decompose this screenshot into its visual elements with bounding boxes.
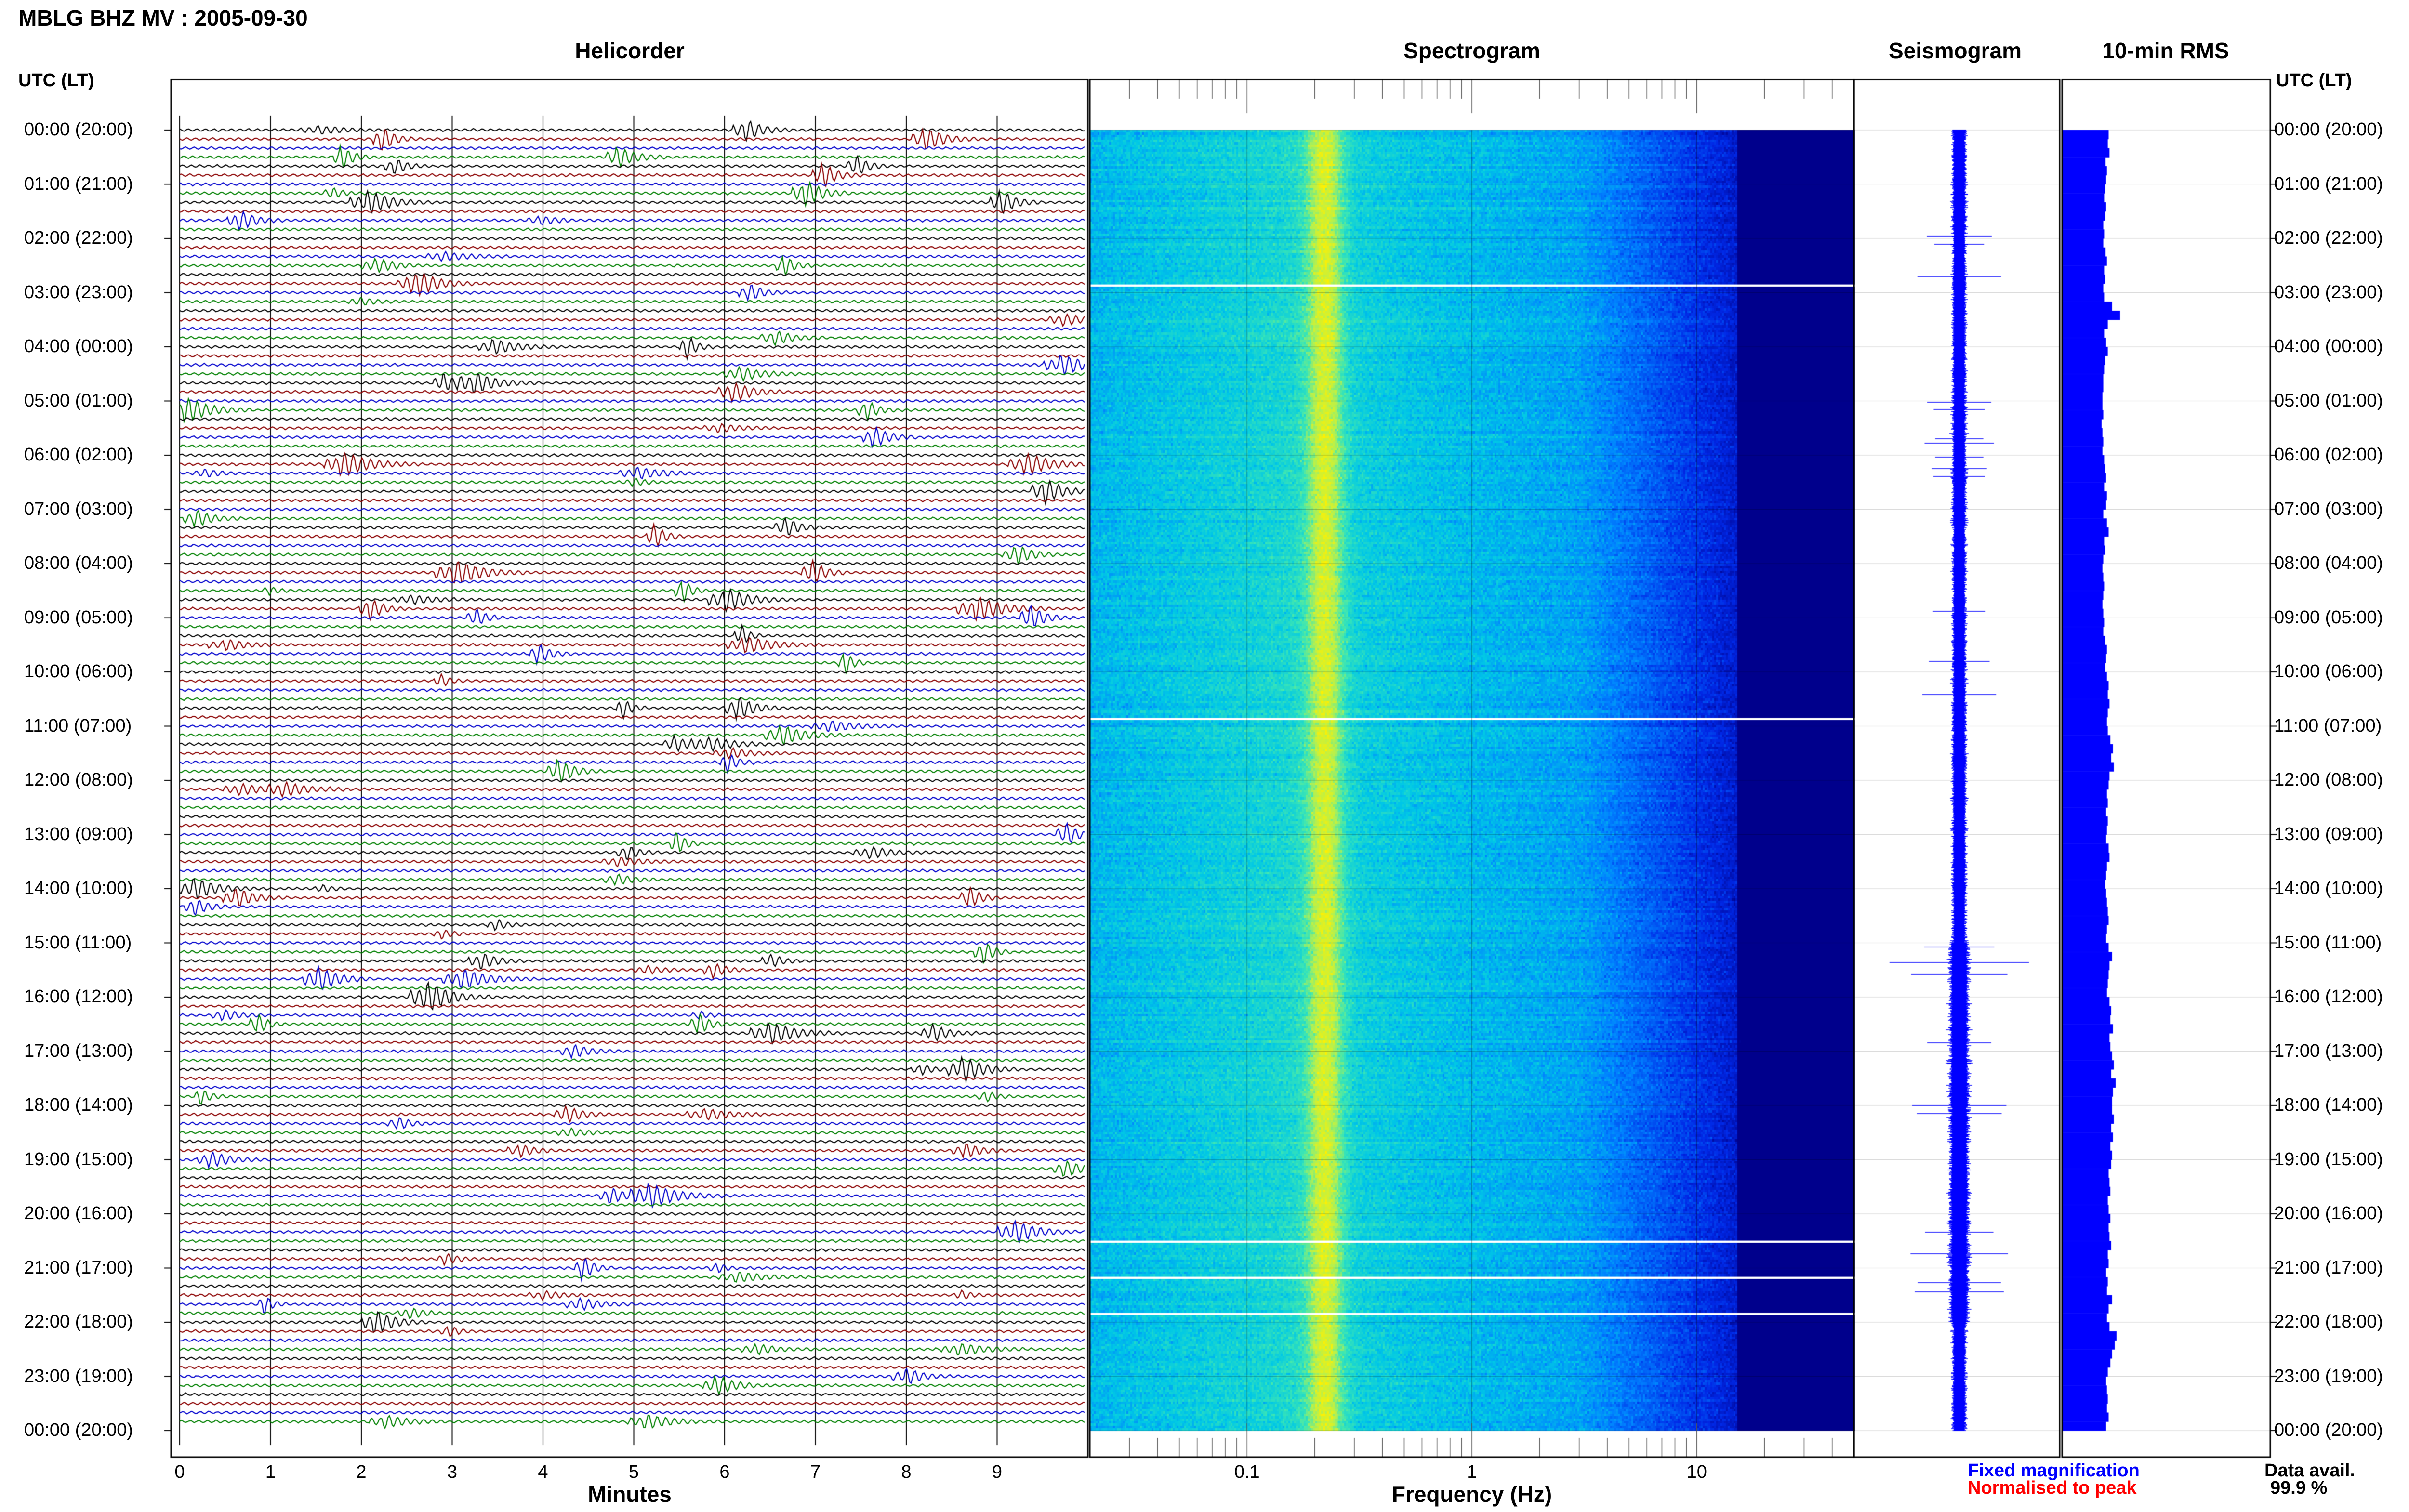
spectrogram-title: Spectrogram: [1403, 38, 1540, 63]
utc-tick-label: 21:00 (17:00): [2274, 1257, 2383, 1278]
utc-tick-label: 17:00 (13:00): [2274, 1040, 2383, 1061]
utc-tick-label: 07:00 (03:00): [24, 499, 133, 519]
helicorder-xlabel: Minutes: [588, 1482, 672, 1507]
utc-tick-label: 05:00 (01:00): [24, 390, 133, 411]
helicorder-x-tick: 8: [901, 1462, 912, 1482]
utc-tick-label: 23:00 (19:00): [24, 1366, 133, 1386]
helicorder-x-tick: 9: [992, 1462, 1003, 1482]
helicorder-x-tick: 7: [810, 1462, 821, 1482]
utc-tick-label: 02:00 (22:00): [2274, 228, 2383, 248]
utc-tick-label: 16:00 (12:00): [24, 986, 133, 1007]
helicorder-x-tick: 1: [265, 1462, 276, 1482]
utc-tick-label: 01:00 (21:00): [24, 173, 133, 194]
utc-tick-label: 17:00 (13:00): [24, 1040, 133, 1061]
utc-tick-label: 09:00 (05:00): [24, 607, 133, 628]
utc-tick-label: 19:00 (15:00): [2274, 1149, 2383, 1170]
utc-tick-label: 00:00 (20:00): [2274, 119, 2383, 140]
utc-tick-label: 06:00 (02:00): [24, 445, 133, 465]
data-avail-value: 99.9 %: [2270, 1478, 2328, 1498]
spectrogram-x-tick: 0.1: [1234, 1462, 1260, 1482]
utc-tick-label: 08:00 (04:00): [2274, 553, 2383, 573]
utc-tick-label: 03:00 (23:00): [2274, 282, 2383, 302]
utc-tick-label: 13:00 (09:00): [2274, 824, 2383, 844]
utc-tick-label: 06:00 (02:00): [2274, 445, 2383, 465]
helicorder-x-tick: 6: [719, 1462, 730, 1482]
utc-tick-label: 22:00 (18:00): [24, 1312, 133, 1332]
utc-tick-label: 01:00 (21:00): [2274, 173, 2383, 194]
helicorder-x-tick: 4: [538, 1462, 548, 1482]
spectrogram-xlabel: Frequency (Hz): [1391, 1482, 1552, 1507]
utc-tick-label: 10:00 (06:00): [2274, 661, 2383, 682]
data-avail-label: Data avail.: [2264, 1460, 2355, 1481]
utc-tick-label: 22:00 (18:00): [2274, 1312, 2383, 1332]
utc-tick-label: 09:00 (05:00): [2274, 607, 2383, 628]
utc-tick-label: 02:00 (22:00): [24, 228, 133, 248]
seismogram-title: Seismogram: [1888, 38, 2022, 63]
utc-tick-label: 21:00 (17:00): [24, 1257, 133, 1278]
utc-tick-label: 04:00 (00:00): [2274, 336, 2383, 356]
utc-tick-label: 12:00 (08:00): [24, 770, 133, 790]
utc-tick-label: 04:00 (00:00): [24, 336, 133, 356]
utc-tick-label: 20:00 (16:00): [2274, 1203, 2383, 1223]
helicorder-x-tick: 2: [356, 1462, 367, 1482]
utc-tick-label: 15:00 (11:00): [2274, 932, 2382, 953]
utc-tick-label: 20:00 (16:00): [24, 1203, 133, 1223]
utc-tick-label: 03:00 (23:00): [24, 282, 133, 302]
utc-tick-label: 18:00 (14:00): [24, 1095, 133, 1115]
utc-tick-label: 11:00 (07:00): [24, 715, 132, 736]
utc-tick-label: 19:00 (15:00): [24, 1149, 133, 1170]
utc-tick-label: 14:00 (10:00): [24, 878, 133, 898]
utc-tick-label: 08:00 (04:00): [24, 553, 133, 573]
utc-tick-label: 11:00 (07:00): [2274, 715, 2382, 736]
utc-tick-label: 23:00 (19:00): [2274, 1366, 2383, 1386]
utc-tick-label: 00:00 (20:00): [24, 1420, 133, 1440]
rms-title: 10-min RMS: [2102, 38, 2229, 63]
chart-title: MBLG BHZ MV : 2005-09-30: [18, 5, 308, 30]
utc-header-right: UTC (LT): [2276, 70, 2352, 91]
utc-tick-label: 00:00 (20:00): [24, 119, 133, 140]
utc-tick-label: 14:00 (10:00): [2274, 878, 2383, 898]
utc-header-left: UTC (LT): [18, 70, 94, 91]
utc-tick-label: 16:00 (12:00): [2274, 986, 2383, 1007]
helicorder-title: Helicorder: [575, 38, 685, 63]
utc-tick-label: 05:00 (01:00): [2274, 390, 2383, 411]
utc-tick-label: 10:00 (06:00): [24, 661, 133, 682]
utc-tick-label: 18:00 (14:00): [2274, 1095, 2383, 1115]
helicorder-x-tick: 3: [447, 1462, 458, 1482]
utc-tick-label: 12:00 (08:00): [2274, 770, 2383, 790]
legend-normalised: Normalised to peak: [1968, 1478, 2137, 1498]
utc-tick-label: 07:00 (03:00): [2274, 499, 2383, 519]
helicorder-x-tick: 5: [628, 1462, 639, 1482]
spectrogram-x-tick: 10: [1686, 1462, 1707, 1482]
utc-tick-label: 15:00 (11:00): [24, 932, 132, 953]
utc-tick-label: 13:00 (09:00): [24, 824, 133, 844]
legend-fixed-magnification: Fixed magnification: [1968, 1460, 2140, 1481]
utc-tick-label: 00:00 (20:00): [2274, 1420, 2383, 1440]
helicorder-x-tick: 0: [174, 1462, 185, 1482]
spectrogram-x-tick: 1: [1467, 1462, 1477, 1482]
